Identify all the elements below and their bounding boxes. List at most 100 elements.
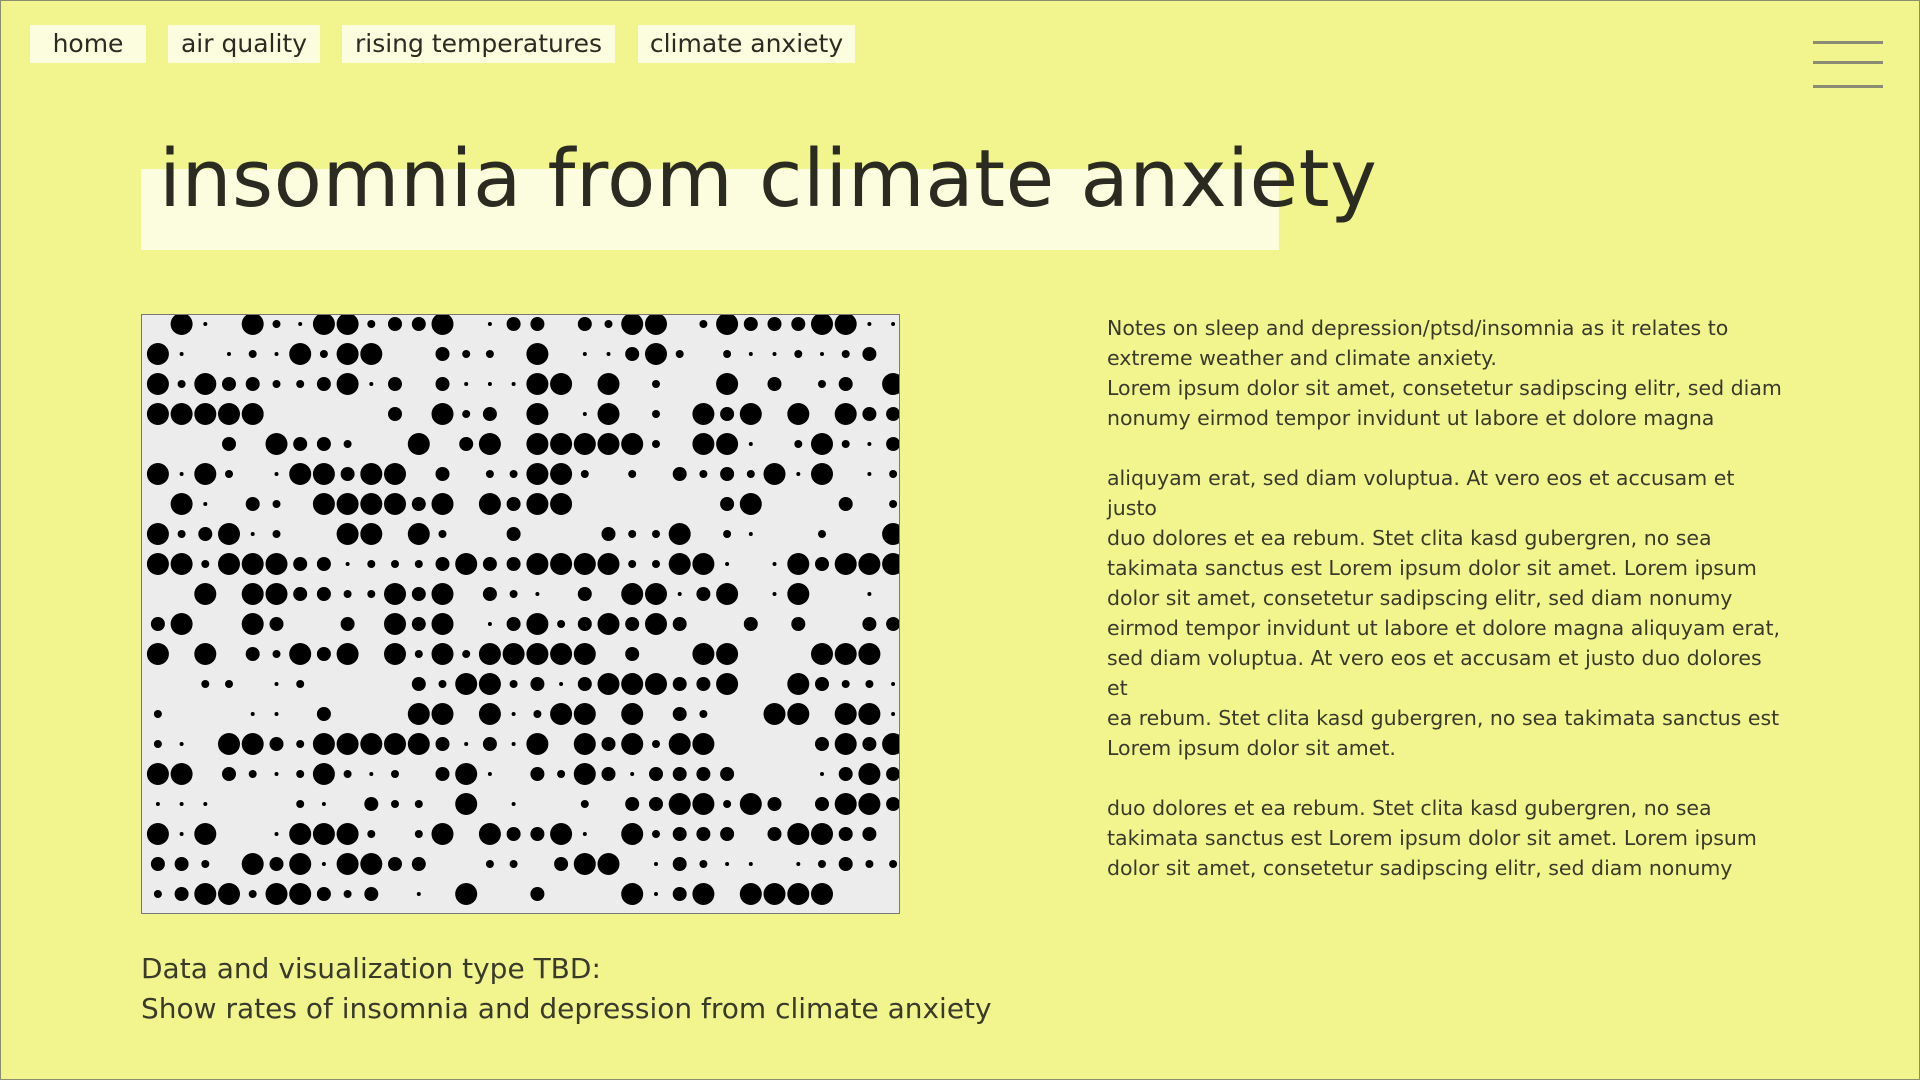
matrix-dot (530, 677, 545, 691)
matrix-dot (716, 583, 739, 605)
matrix-dot (170, 315, 193, 335)
nav-climate-anxiety[interactable]: climate anxiety (638, 25, 855, 63)
notes-line: Lorem ipsum dolor sit amet, consetetur s… (1107, 376, 1782, 400)
matrix-dot (455, 553, 478, 575)
nav-air-quality[interactable]: air quality (168, 25, 320, 63)
matrix-dot (411, 857, 426, 871)
matrix-dot (550, 493, 573, 515)
matrix-dot (218, 733, 240, 755)
matrix-dot (340, 617, 355, 631)
matrix-dot (435, 377, 450, 391)
notes-line: aliquyam erat, sed diam voluptua. At ver… (1107, 466, 1735, 520)
matrix-dot (511, 802, 516, 806)
matrix-dot (716, 315, 739, 335)
matrix-dot (272, 500, 281, 508)
matrix-dot (411, 497, 426, 511)
matrix-dot (462, 650, 471, 658)
matrix-dot (274, 352, 279, 356)
matrix-dot (834, 403, 857, 425)
matrix-dot (265, 553, 288, 575)
matrix-dot (815, 557, 829, 571)
matrix-dot (838, 497, 853, 511)
matrix-dot (384, 583, 406, 605)
matrix-dot (621, 823, 644, 845)
matrix-dot (248, 890, 257, 898)
matrix-dot (245, 647, 260, 661)
matrix-dot (767, 797, 782, 811)
matrix-dot (203, 802, 208, 806)
matrix-dot (818, 860, 826, 868)
matrix-dot (485, 350, 494, 358)
matrix-dot (834, 703, 857, 725)
matrix-dot (511, 712, 516, 716)
matrix-dot (179, 472, 184, 476)
notes-line: duo dolores et ea rebum. Stet clita kasd… (1107, 526, 1712, 550)
matrix-dot (597, 853, 620, 875)
visualization-caption: Data and visualization type TBD: Show ra… (141, 949, 992, 1029)
matrix-dot (767, 827, 782, 841)
matrix-dot (530, 827, 545, 841)
matrix-dot (241, 613, 264, 635)
matrix-dot (369, 772, 374, 776)
matrix-dot (272, 380, 281, 388)
matrix-dot (293, 587, 308, 601)
matrix-dot (369, 382, 374, 386)
matrix-dot (170, 763, 193, 785)
matrix-dot (411, 617, 426, 631)
matrix-dot (146, 373, 169, 395)
matrix-dot (652, 380, 660, 388)
matrix-dot (435, 467, 450, 481)
matrix-dot (580, 800, 589, 808)
notes-line: sed diam voluptua. At vero eos et accusa… (1107, 646, 1762, 700)
matrix-dot (153, 740, 162, 748)
notes-line: nonumy eirmod tempor invidunt ut labore … (1107, 406, 1715, 430)
matrix-dot (411, 317, 426, 331)
matrix-dot (787, 823, 810, 845)
matrix-dot (573, 433, 596, 455)
matrix-dot (296, 740, 305, 748)
matrix-dot (794, 350, 803, 358)
nav-home[interactable]: home (30, 25, 146, 63)
matrix-dot (506, 317, 521, 331)
matrix-dot (336, 853, 359, 875)
matrix-dot (316, 557, 331, 571)
hamburger-menu-icon[interactable] (1813, 38, 1883, 90)
matrix-dot (336, 373, 359, 395)
matrix-dot (696, 827, 711, 841)
matrix-dot (526, 553, 549, 575)
matrix-dot (882, 733, 899, 755)
matrix-dot (485, 470, 494, 478)
matrix-dot (882, 523, 899, 545)
matrix-dot (621, 433, 644, 455)
matrix-dot (787, 673, 810, 695)
matrix-dot (384, 493, 406, 515)
matrix-dot (146, 553, 169, 575)
matrix-dot (367, 830, 376, 838)
matrix-dot (867, 472, 872, 476)
matrix-dot (604, 320, 613, 328)
matrix-dot (668, 793, 691, 815)
matrix-dot (487, 382, 492, 386)
matrix-dot (649, 797, 663, 811)
matrix-dot (526, 733, 549, 755)
matrix-dot (227, 352, 231, 356)
matrix-dot (435, 347, 450, 361)
matrix-dot (675, 350, 684, 358)
matrix-dot (179, 832, 184, 836)
matrix-dot (384, 463, 406, 485)
matrix-dot (692, 403, 715, 425)
matrix-dot (336, 643, 359, 665)
matrix-dot (841, 350, 850, 358)
matrix-dot (269, 617, 284, 631)
matrix-dot (391, 770, 399, 778)
matrix-dot (672, 677, 687, 691)
matrix-dot (265, 583, 288, 605)
matrix-dot (621, 673, 644, 695)
nav-rising-temperatures[interactable]: rising temperatures (342, 25, 615, 63)
matrix-dot (748, 352, 753, 356)
matrix-dot (834, 315, 857, 335)
matrix-dot (597, 613, 620, 635)
matrix-dot (746, 470, 755, 478)
matrix-dot (316, 647, 331, 661)
matrix-dot (431, 583, 454, 605)
